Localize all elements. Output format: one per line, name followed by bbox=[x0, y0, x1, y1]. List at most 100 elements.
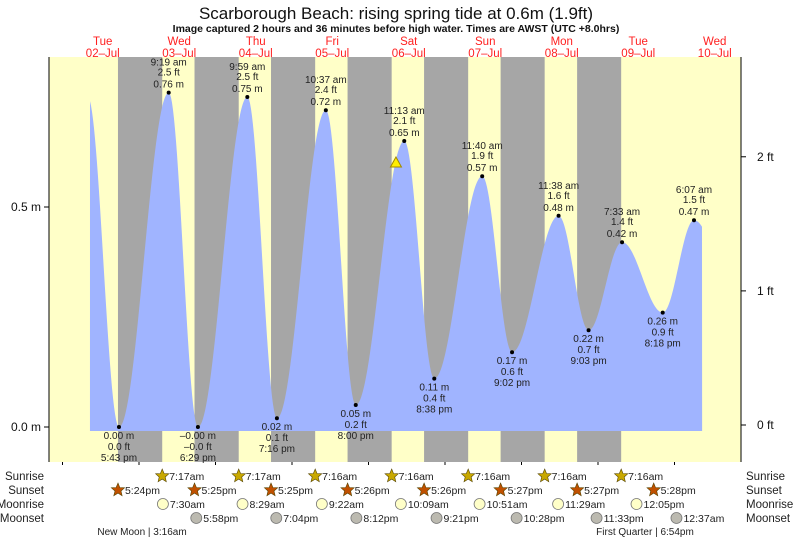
moonrise-icon bbox=[630, 498, 643, 510]
moonset-icon bbox=[350, 512, 363, 524]
low-tide-point bbox=[660, 310, 665, 315]
low-tide-label: 5:43 pm bbox=[101, 453, 137, 464]
day-label-date: 06–Jul bbox=[392, 48, 426, 60]
low-tide-label: 0.02 m bbox=[262, 422, 293, 433]
moonset-icon bbox=[590, 512, 603, 524]
sunrise-icon bbox=[307, 468, 323, 483]
moon-phase-first-quarter: First Quarter | 6:54pm bbox=[596, 527, 694, 538]
high-tide-label: 2.4 ft bbox=[315, 85, 337, 96]
moonset-icon bbox=[670, 512, 683, 524]
sunrise-time: 7:17am bbox=[246, 471, 281, 483]
sunset-time: 5:26pm bbox=[431, 485, 466, 497]
day-label-date: 05–Jul bbox=[315, 48, 349, 60]
high-tide-label: 0.75 m bbox=[232, 84, 263, 95]
low-tide-label: 0.4 ft bbox=[423, 394, 445, 405]
low-tide-label: 9:03 pm bbox=[571, 356, 607, 367]
right-tick-label: 2 ft bbox=[757, 150, 774, 164]
low-tide-label: 0.7 ft bbox=[577, 345, 599, 356]
sunset-time: 5:24pm bbox=[125, 485, 160, 497]
high-tide-point bbox=[323, 108, 328, 113]
high-tide-point bbox=[620, 240, 625, 245]
high-tide-label: 6:07 am bbox=[676, 185, 712, 196]
low-tide-label: 0.1 ft bbox=[266, 433, 288, 444]
sunset-time: 5:25pm bbox=[202, 485, 237, 497]
sunset-icon bbox=[340, 482, 355, 497]
day-label-dow: Thu bbox=[246, 36, 266, 48]
high-tide-label: 0.65 m bbox=[389, 128, 420, 139]
high-tide-label: 11:40 am bbox=[462, 141, 503, 152]
moonrise-row-label-left: Moonrise bbox=[0, 499, 44, 511]
high-tide-label: 0.72 m bbox=[311, 97, 342, 108]
moonset-icon bbox=[270, 512, 283, 524]
high-tide-label: 9:19 am bbox=[151, 58, 187, 69]
low-tide-label: 8:38 pm bbox=[416, 405, 452, 416]
day-label-dow: Sat bbox=[400, 36, 418, 48]
low-tide-label: –0.0 ft bbox=[184, 442, 212, 453]
high-tide-point bbox=[480, 174, 485, 179]
low-tide-point bbox=[195, 425, 200, 429]
sunset-icon bbox=[646, 482, 662, 497]
sunrise-time: 7:16am bbox=[399, 471, 434, 483]
high-tide-label: 0.42 m bbox=[607, 229, 638, 240]
moonset-time: 5:58pm bbox=[203, 513, 238, 525]
moonrise-icon bbox=[315, 498, 328, 510]
day-label-date: 03–Jul bbox=[162, 48, 196, 60]
moonset-icon bbox=[190, 512, 203, 524]
high-tide-point bbox=[402, 139, 407, 143]
day-label-date: 10–Jul bbox=[698, 48, 732, 60]
sunrise-icon bbox=[154, 468, 170, 483]
high-tide-label: 0.57 m bbox=[467, 163, 498, 174]
low-tide-point bbox=[353, 403, 358, 407]
low-tide-label: 6:29 pm bbox=[180, 453, 216, 464]
low-tide-point bbox=[586, 328, 591, 333]
moon-phase-new: New Moon | 3:16am bbox=[97, 527, 186, 538]
sunset-time: 5:26pm bbox=[355, 485, 390, 497]
high-tide-label: 7:33 am bbox=[604, 207, 640, 218]
moonrise-time: 7:30am bbox=[170, 499, 205, 511]
moonrise-icon bbox=[157, 498, 169, 510]
moonrise-time: 12:05pm bbox=[644, 499, 685, 511]
warning-triangle-icon bbox=[389, 155, 403, 168]
high-tide-label: 1.9 ft bbox=[471, 151, 493, 162]
low-tide-label: 0.11 m bbox=[419, 383, 449, 394]
moonset-time: 9:21pm bbox=[444, 513, 479, 525]
sunrise-time: 7:17am bbox=[169, 471, 204, 483]
low-tide-point bbox=[274, 416, 279, 421]
low-tide-label: 0.6 ft bbox=[501, 367, 523, 378]
high-tide-label: 0.76 m bbox=[153, 80, 184, 91]
moonset-row-label-right: Moonset bbox=[746, 513, 791, 525]
moonrise-time: 10:09am bbox=[408, 499, 449, 511]
moonrise-time: 9:22am bbox=[329, 499, 364, 511]
day-label-dow: Sun bbox=[475, 36, 495, 48]
low-tide-label: 0.17 m bbox=[497, 356, 528, 367]
tide-area bbox=[89, 92, 703, 431]
sunset-icon bbox=[110, 482, 126, 497]
day-label-dow: Wed bbox=[168, 36, 191, 48]
day-label-dow: Wed bbox=[703, 36, 726, 48]
extreme-labels: 0.00 m0.0 ft5:43 pm9:19 am2.5 ft0.76 m–0… bbox=[101, 58, 712, 464]
moonrise-icon bbox=[394, 498, 407, 510]
moonset-time: 11:33pm bbox=[604, 513, 644, 525]
moonrise-time: 11:29am bbox=[565, 499, 605, 511]
chart-title: Scarborough Beach: rising spring tide at… bbox=[199, 4, 593, 23]
high-tide-label: 2.5 ft bbox=[236, 72, 258, 83]
moonset-icon bbox=[430, 512, 443, 524]
low-tide-label: 8:00 pm bbox=[338, 431, 374, 442]
high-tide-label: 1.6 ft bbox=[547, 191, 569, 202]
left-tick-label: 0.5 m bbox=[11, 200, 41, 214]
high-tide-point bbox=[166, 90, 171, 95]
sunrise-icon bbox=[613, 468, 629, 483]
right-tick-label: 0 ft bbox=[757, 418, 774, 432]
moonrise-icon bbox=[552, 498, 565, 510]
day-label-dow: Tue bbox=[93, 36, 112, 48]
moonrise-row-label-right: Moonrise bbox=[746, 499, 793, 511]
high-tide-label: 9:59 am bbox=[229, 62, 265, 73]
moonset-time: 12:37am bbox=[683, 513, 724, 525]
moonset-icon bbox=[510, 512, 523, 524]
sunset-time: 5:28pm bbox=[661, 485, 696, 497]
sunrise-icon bbox=[537, 468, 553, 483]
low-tide-label: 9:02 pm bbox=[494, 378, 530, 389]
moonrise-icon bbox=[473, 498, 486, 510]
low-tide-label: 0.2 ft bbox=[345, 420, 367, 431]
